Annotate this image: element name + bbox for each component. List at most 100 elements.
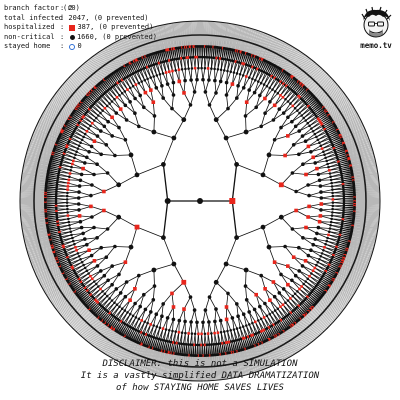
tree-edge — [59, 136, 69, 143]
tree-edge — [48, 229, 60, 232]
non-critical-node — [265, 84, 269, 88]
tree-edge — [208, 321, 212, 334]
stat-label: stayed home — [4, 42, 51, 51]
tree-edge — [295, 191, 310, 196]
tree-leaf-edge — [278, 333, 293, 356]
tree-edge — [292, 163, 304, 174]
tree-leaf-edge — [44, 279, 67, 293]
hospitalized-node — [298, 96, 302, 99]
tree-leaf-edge — [168, 23, 174, 49]
tree-leaf-edge — [61, 300, 82, 317]
tree-leaf-edge — [21, 176, 47, 180]
tree-edge — [259, 306, 268, 317]
tree-leaf-edge — [274, 336, 288, 359]
tree-leaf-edge — [350, 237, 376, 244]
tree-leaf-edge — [342, 131, 367, 142]
hospitalized-node — [225, 341, 229, 344]
tree-edge — [171, 293, 174, 308]
tree-leaf-edge — [20, 209, 46, 212]
tree-edge — [93, 305, 102, 314]
tree-leaf-edge — [22, 169, 48, 175]
tree-leaf-edge — [105, 332, 120, 355]
non-critical-node — [213, 78, 217, 83]
tree-edge — [290, 80, 298, 90]
tree-leaf-edge — [30, 253, 55, 263]
tree-leaf-edge — [155, 26, 163, 52]
tree-edge — [297, 87, 306, 96]
non-critical-node — [328, 227, 332, 230]
tree-leaf-edge — [72, 309, 91, 329]
tree-edge — [183, 92, 191, 106]
tree-leaf-edge — [170, 353, 176, 379]
tree-edge — [94, 140, 107, 146]
tree-leaf-edge — [353, 180, 379, 184]
tree-edge — [223, 48, 227, 60]
tree-edge — [236, 62, 242, 74]
non-critical-node — [71, 236, 74, 240]
non-critical-node — [140, 80, 143, 83]
tree-leaf-edge — [338, 269, 362, 281]
non-critical-node — [330, 181, 334, 185]
tree-edge — [77, 105, 87, 114]
tree-leaf-edge — [319, 299, 339, 316]
tree-leaf-edge — [343, 257, 368, 268]
non-critical-node — [92, 172, 96, 177]
tree-edge — [303, 111, 314, 119]
tree-leaf-edge — [345, 139, 370, 149]
tree-leaf-edge — [227, 23, 233, 49]
tree-edge — [318, 173, 331, 175]
non-critical-node — [319, 196, 324, 200]
non-critical-node — [95, 134, 100, 138]
hospitalized-node — [341, 218, 345, 221]
tree-leaf-edge — [109, 334, 123, 357]
non-critical-node — [155, 325, 159, 328]
non-critical-node — [266, 244, 272, 250]
tree-edge — [283, 75, 291, 85]
memo-tv-logo[interactable]: memo.tv — [357, 5, 395, 55]
tree-edge — [131, 74, 137, 85]
tree-leaf-edge — [57, 90, 78, 107]
tree-edge — [331, 259, 341, 266]
tree-edge — [47, 172, 59, 176]
tree-edge — [81, 294, 91, 302]
non-critical-node — [79, 141, 82, 144]
tree-edge — [64, 124, 75, 132]
tree-leaf-edge — [314, 79, 334, 97]
tree-leaf-edge — [104, 331, 118, 354]
tree-edge — [245, 54, 251, 65]
non-critical-node — [315, 231, 319, 236]
tree-edge — [120, 324, 128, 335]
non-critical-node — [263, 301, 267, 306]
tree-leaf-edge — [285, 50, 300, 73]
tree-edge — [186, 344, 189, 356]
tree-leaf-edge — [31, 137, 56, 147]
non-critical-node — [90, 183, 94, 187]
non-critical-node — [304, 119, 308, 122]
tree-edge — [86, 265, 98, 272]
tree-edge — [162, 97, 173, 109]
hospitalized-node — [337, 160, 340, 164]
tree-edge — [153, 338, 158, 349]
hospitalized-node — [259, 330, 262, 333]
hospitalized-node — [279, 318, 282, 322]
tree-edge — [74, 238, 85, 245]
tree-leaf-edge — [41, 115, 64, 128]
tree-leaf-edge — [313, 305, 333, 324]
tree-leaf-edge — [272, 337, 285, 361]
tree-edge — [155, 327, 161, 339]
tree-leaf-edge — [41, 274, 64, 287]
hospitalized-node — [243, 336, 246, 340]
tree-leaf-edge — [155, 350, 163, 376]
tree-edge — [326, 158, 338, 162]
tree-edge — [66, 273, 77, 280]
tree-leaf-edge — [51, 98, 73, 114]
tree-leaf-edge — [90, 323, 107, 345]
hospitalized-node — [77, 214, 82, 218]
non-critical-node — [114, 287, 119, 291]
tree-leaf-edge — [256, 344, 267, 369]
tree-edge — [129, 101, 136, 114]
tree-leaf-edge — [242, 27, 250, 53]
tree-edge — [200, 333, 202, 346]
tree-edge — [55, 251, 66, 256]
tree-leaf-edge — [31, 138, 55, 148]
